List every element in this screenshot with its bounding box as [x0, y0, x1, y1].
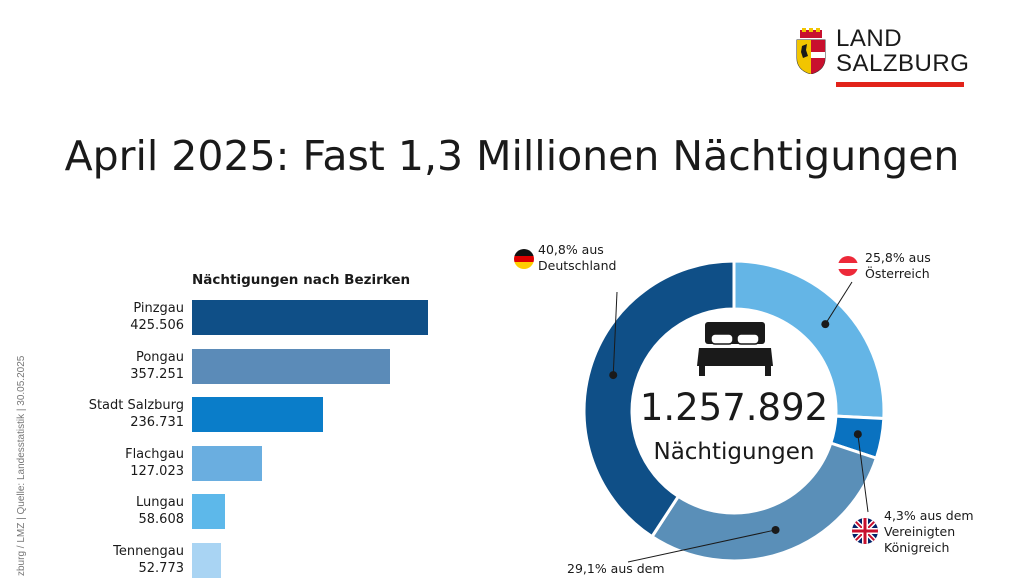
- bed-icon: [697, 322, 773, 376]
- bar-lungau: [192, 494, 225, 529]
- leader-dot-nl: [771, 525, 780, 534]
- bar-label: Pinzgau 425.506: [40, 300, 184, 334]
- bar-chart-title: Nächtigungen nach Bezirken: [192, 272, 411, 288]
- logo-text: LAND SALZBURG: [836, 26, 969, 76]
- logo-line-2: SALZBURG: [836, 50, 970, 77]
- leader-line-nl: [627, 529, 776, 563]
- bar-label: Tennengau 52.773: [40, 543, 184, 577]
- bar-category: Stadt Salzburg: [88, 398, 184, 413]
- bar-flachgau: [192, 445, 263, 481]
- bar-stadt-salzburg: [192, 397, 324, 432]
- callout-germany-line-1: 40,8% aus: [538, 242, 604, 257]
- bar-value-label: 357.251: [130, 366, 184, 382]
- total-nights-label: Nächtigungen: [653, 439, 815, 465]
- callout-other-line-1: 29,1% aus dem: [567, 561, 665, 576]
- logo-line-1: LAND: [836, 25, 903, 52]
- salzburg-crest-icon: [796, 28, 826, 74]
- germany-flag-icon: [514, 249, 534, 269]
- page-title: April 2025: Fast 1,3 Millionen Nächtigun…: [64, 132, 960, 180]
- bar-value-label: 127.023: [130, 463, 184, 479]
- total-nights-value: 1.257.892: [639, 386, 829, 429]
- land-salzburg-logo[interactable]: LAND SALZBURG: [794, 26, 974, 92]
- bar-category: Pongau: [135, 349, 184, 365]
- bar-category: Flachgau: [125, 446, 184, 462]
- bar-tennengau: [192, 542, 222, 578]
- bar-label: Flachgau 127.023: [40, 446, 184, 480]
- callout-uk-line-1: 4,3% aus dem: [884, 508, 974, 523]
- callout-uk-line-3: Königreich: [884, 540, 950, 555]
- logo-underline: [836, 82, 964, 87]
- callout-austria-line-2: Österreich: [865, 266, 930, 281]
- bar-value-label: 425.506: [130, 318, 184, 333]
- callout-uk: 4,3% aus dem Vereinigten Königreich: [884, 508, 974, 556]
- bar-value-label: 52.773: [138, 560, 185, 576]
- leader-dot-de: [609, 371, 618, 380]
- callout-germany: 40,8% aus Deutschland: [538, 242, 616, 274]
- uk-flag-icon: [852, 518, 878, 544]
- bar-pinzgau: [192, 300, 428, 335]
- bar-category: Lungau: [136, 495, 184, 510]
- leader-dot-at: [821, 320, 830, 329]
- leader-dot-uk: [853, 430, 862, 439]
- callout-other-country: 29,1% aus dem: [567, 561, 665, 577]
- bar-value-label: 58.608: [138, 512, 185, 527]
- austria-flag-icon: [838, 256, 858, 276]
- callout-austria: 25,8% aus Österreich: [865, 250, 931, 282]
- callout-germany-line-2: Deutschland: [538, 258, 617, 273]
- bar-label: Pongau 357.251: [40, 349, 184, 383]
- bar-category: Pinzgau: [133, 301, 184, 316]
- leader-line-de: [612, 291, 618, 376]
- bar-label: Lungau 58.608: [40, 494, 184, 528]
- callout-uk-line-2: Vereinigten: [884, 524, 956, 539]
- bar-category: Tennengau: [113, 543, 184, 559]
- bar-value-label: 236.731: [130, 415, 184, 430]
- callout-austria-line-1: 25,8% aus: [865, 250, 931, 265]
- leader-line-uk: [857, 434, 869, 513]
- bar-label: Stadt Salzburg 236.731: [40, 397, 184, 431]
- bar-pongau: [192, 348, 391, 384]
- leader-line-at: [824, 281, 853, 325]
- donut-slice-de: [582, 259, 736, 539]
